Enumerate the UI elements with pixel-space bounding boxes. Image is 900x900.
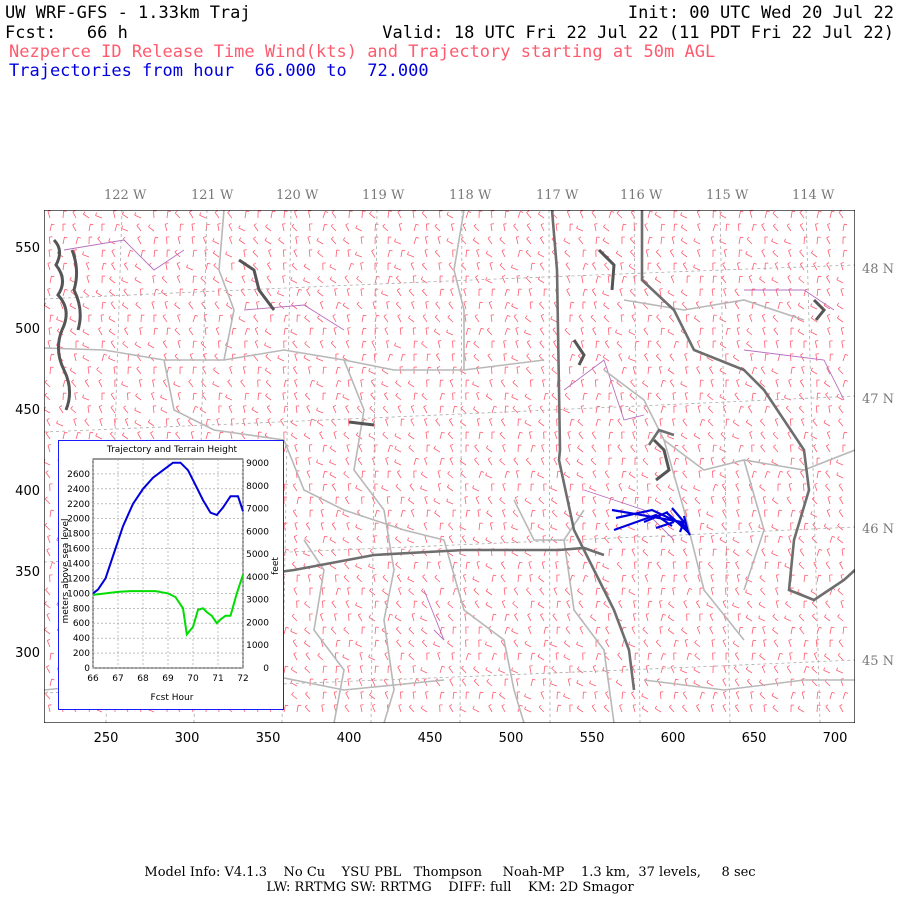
lon-label: 114 W: [792, 188, 835, 203]
trajectory-terrain-inset: Trajectory and Terrain Height 2600 2400 22…: [58, 440, 284, 710]
x-tick-label: 400: [336, 731, 362, 746]
inset-ylabel-left: meters above sea level: [61, 518, 71, 623]
wind-barb-field: [44, 210, 849, 713]
x-tick-label: 600: [660, 731, 686, 746]
county-lines: [63, 239, 845, 641]
x-tick-label: 350: [255, 731, 281, 746]
y-tick-label: 400: [15, 484, 40, 499]
x-tick-label: 500: [498, 731, 524, 746]
inset-ylabel-right: feet: [271, 557, 281, 575]
inset-y-tick-label-ft: 3000: [246, 596, 269, 606]
inset-y-tick-label-ft: 2000: [246, 618, 269, 628]
lon-label: 122 W: [104, 188, 147, 203]
y-tick-label: 350: [15, 565, 40, 580]
inset-y-tick-label: 800: [73, 604, 90, 614]
inset-y-tick-label: 600: [73, 619, 90, 629]
inset-x-tick-label: 66: [87, 674, 99, 684]
inset-y-tick-label: 2000: [67, 515, 90, 525]
wind-barbs: [44, 210, 849, 713]
x-tick-label: 650: [741, 731, 767, 746]
inset-y-tick-label-ft: 9000: [246, 459, 269, 469]
inset-chart: Trajectory and Terrain Height 2600 2400 22…: [61, 445, 281, 703]
inset-y-tick-label: 1800: [67, 530, 90, 540]
y-tick-label: 300: [15, 646, 40, 661]
y-tick-label: 450: [15, 403, 40, 418]
inset-x-tick-label: 69: [162, 674, 174, 684]
lon-label: 121 W: [191, 188, 234, 203]
inset-grid: [92, 458, 244, 669]
trajectory-range: Trajectories from hour 66.000 to 72.000: [9, 61, 429, 81]
inset-y-tick-label: 0: [84, 664, 90, 674]
lat-label: 47 N: [862, 392, 895, 407]
model-info: Model Info: V4.1.3 No Cu YSU PBL Thompso…: [144, 865, 756, 880]
y-tick-label: 500: [15, 322, 40, 337]
coastline: [52, 238, 827, 482]
inset-series: [92, 461, 244, 637]
inset-y-tick-label: 2200: [67, 500, 90, 510]
x-tick-label: 300: [174, 731, 200, 746]
inset-y-tick-label-ft: 8000: [246, 482, 269, 492]
plot-subtitle: Nezperce ID Release Time Wind(kts) and T…: [9, 42, 716, 62]
inset-y-tick-label-ft: 1000: [246, 641, 269, 651]
inset-y-ticks-ft: 9000 8000 7000 6000 5000 4000 3000 2000 1000 0: [246, 459, 269, 674]
inset-title: Trajectory and Terrain Height: [106, 445, 238, 455]
x-tick-label: 700: [822, 731, 848, 746]
inset-y-tick-label: 1000: [67, 589, 90, 599]
inset-y-tick-label-ft: 5000: [246, 550, 269, 560]
trajectory-height-line: [92, 461, 244, 595]
inset-y-tick-label-ft: 0: [263, 664, 269, 674]
init-time: Init: 00 UTC Wed 20 Jul 22: [627, 3, 894, 23]
lon-label: 115 W: [706, 188, 749, 203]
x-tick-label: 550: [579, 731, 605, 746]
inset-y-tick-label-ft: 6000: [246, 527, 269, 537]
y-tick-label: 550: [15, 241, 40, 256]
x-tick-label: 450: [417, 731, 443, 746]
x-tick-label: 250: [93, 731, 119, 746]
lon-label: 117 W: [536, 188, 579, 203]
inset-x-tick-label: 72: [237, 674, 248, 684]
forecast-hour: Fcst: 66 h: [5, 23, 128, 43]
lat-label: 48 N: [862, 262, 895, 277]
inset-xlabel: Fcst Hour: [151, 693, 194, 703]
inset-y-tick-label: 2600: [67, 470, 90, 480]
lat-label: 45 N: [862, 654, 895, 669]
trajectory-arrows: [611, 507, 691, 536]
inset-y-tick-label: 1200: [67, 574, 90, 584]
inset-y-tick-label: 1400: [67, 560, 90, 570]
inset-y-tick-label: 200: [73, 649, 90, 659]
inset-y-tick-label: 2400: [67, 485, 90, 495]
inset-x-tick-label: 67: [112, 674, 123, 684]
inset-y-tick-label: 400: [73, 634, 90, 644]
inset-x-tick-label: 70: [187, 674, 199, 684]
inset-x-tick-label: 71: [212, 674, 223, 684]
inset-y-tick-label-ft: 7000: [246, 505, 269, 515]
valid-time: Valid: 18 UTC Fri 22 Jul 22 (11 PDT Fri …: [382, 23, 894, 43]
model-title: UW WRF-GFS - 1.33km Traj: [5, 3, 251, 23]
inset-x-tick-label: 68: [137, 674, 149, 684]
inset-y-ticks: 2600240022002000180016001400120010008006…: [67, 470, 90, 674]
inset-y-tick-label-ft: 4000: [246, 573, 269, 583]
lat-label: 46 N: [862, 522, 895, 537]
county-borders: [44, 210, 855, 723]
lon-label: 118 W: [449, 188, 492, 203]
lon-label: 116 W: [620, 188, 663, 203]
lon-label: 120 W: [276, 188, 319, 203]
physics-info: LW: RRTMG SW: RRTMG DIFF: full KM: 2D Sm…: [266, 880, 634, 895]
terrain-height-line: [92, 574, 244, 637]
inset-y-tick-label: 1600: [67, 545, 90, 555]
inset-x-ticks: 66 67 68 69 70 71 72: [87, 674, 248, 684]
lon-label: 119 W: [362, 188, 405, 203]
